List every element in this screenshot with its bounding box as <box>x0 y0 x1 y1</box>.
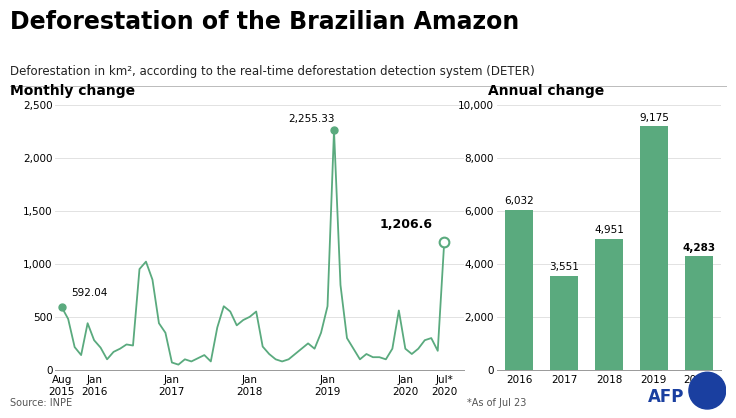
Text: Source: INPE: Source: INPE <box>10 398 71 408</box>
Text: *As of Jul 23: *As of Jul 23 <box>467 398 527 408</box>
Text: 4,951: 4,951 <box>594 225 624 235</box>
Text: Monthly change: Monthly change <box>10 84 135 97</box>
Text: 1,206.6: 1,206.6 <box>379 218 432 231</box>
Text: 3,551: 3,551 <box>549 262 579 272</box>
Bar <box>506 210 533 370</box>
Circle shape <box>689 372 726 409</box>
Bar <box>685 256 712 370</box>
Text: Deforestation in km², according to the real-time deforestation detection system : Deforestation in km², according to the r… <box>10 65 534 78</box>
Bar <box>640 126 668 370</box>
Text: Deforestation of the Brazilian Amazon: Deforestation of the Brazilian Amazon <box>10 10 519 34</box>
Text: 2,255.33: 2,255.33 <box>289 114 335 124</box>
Text: AFP: AFP <box>648 388 684 406</box>
Text: 4,283: 4,283 <box>682 243 715 253</box>
Bar <box>551 276 578 370</box>
Bar <box>595 239 623 370</box>
Text: 592.04: 592.04 <box>71 288 107 298</box>
Text: Annual change: Annual change <box>488 84 604 97</box>
Text: 6,032: 6,032 <box>504 196 534 206</box>
Text: 9,175: 9,175 <box>639 113 669 123</box>
